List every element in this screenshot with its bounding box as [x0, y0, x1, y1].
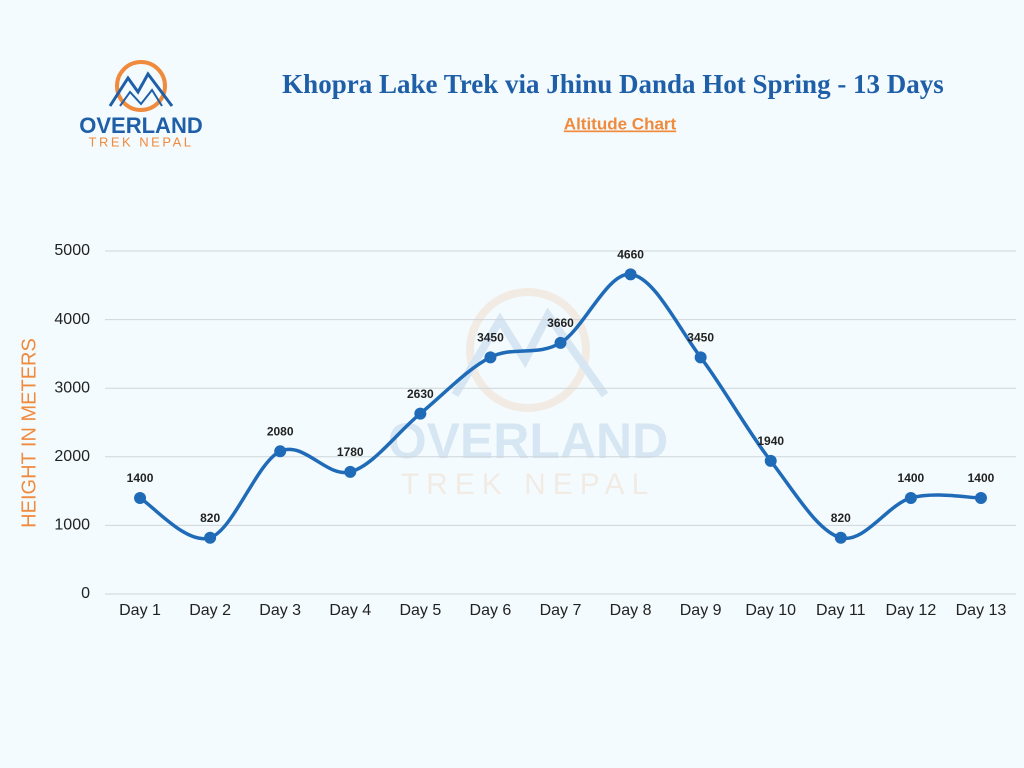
watermark-ring	[466, 288, 590, 412]
point	[204, 531, 217, 544]
y-tick-label: 5000	[54, 242, 90, 259]
watermark-mountain	[451, 307, 609, 398]
y-tick-label: 3000	[54, 379, 90, 396]
y-tick-label: 2000	[54, 448, 90, 465]
data-label: 1400	[898, 471, 925, 485]
x-tick-label: Day 8	[610, 602, 652, 619]
x-tick-label: Day 4	[329, 602, 371, 619]
point	[274, 445, 287, 458]
point	[694, 351, 707, 364]
point	[554, 336, 567, 349]
x-tick-label: Day 2	[189, 602, 231, 619]
chart-subtitle: Altitude Chart	[564, 114, 677, 133]
x-tick-label: Day 3	[259, 602, 301, 619]
data-label: 820	[200, 511, 220, 525]
data-label: 3660	[547, 316, 574, 330]
logo-ring	[115, 60, 167, 112]
point	[414, 407, 427, 420]
point	[834, 531, 847, 544]
x-tick-label: Day 13	[956, 602, 1007, 619]
logo-mountain	[119, 88, 163, 107]
x-tick-label: Day 6	[470, 602, 512, 619]
data-label: 4660	[617, 247, 644, 261]
point	[134, 491, 147, 504]
y-tick-label: 1000	[54, 517, 90, 534]
y-tick-label: 0	[81, 585, 90, 602]
data-label: 1400	[968, 471, 995, 485]
data-label: 1940	[757, 434, 784, 448]
watermark-tagline: TREK NEPAL	[401, 468, 656, 501]
x-tick-label: Day 11	[816, 602, 866, 619]
x-tick-label: Day 7	[540, 602, 582, 619]
data-label: 3450	[477, 331, 504, 345]
y-tick-label: 4000	[54, 311, 90, 328]
point	[974, 491, 987, 504]
point	[764, 454, 777, 467]
x-tick-label: Day 10	[745, 602, 796, 619]
point	[624, 268, 637, 281]
watermark: OVERLAND TREK NEPAL	[388, 288, 669, 501]
data-label: 820	[831, 511, 851, 525]
y-axis-label: HEIGHT IN METERS	[18, 338, 40, 528]
point	[904, 491, 917, 504]
x-tick-label: Day 12	[886, 602, 937, 619]
point	[344, 465, 357, 478]
logo: OVERLAND TREK NEPAL	[79, 60, 203, 149]
data-label: 3450	[687, 331, 714, 345]
x-tick-label: Day 5	[399, 602, 441, 619]
logo-mountain	[108, 71, 174, 107]
data-label: 1400	[127, 471, 154, 485]
x-tick-label: Day 9	[680, 602, 722, 619]
chart-title: Khopra Lake Trek via Jhinu Danda Hot Spr…	[282, 69, 944, 99]
data-label: 2080	[267, 424, 294, 438]
point	[484, 351, 497, 364]
watermark-name: OVERLAND	[388, 413, 669, 469]
logo-name: OVERLAND	[79, 113, 202, 138]
data-label: 2630	[407, 387, 434, 401]
x-tick-label: Day 1	[119, 602, 161, 619]
logo-tagline: TREK NEPAL	[89, 134, 194, 149]
data-label: 1780	[337, 445, 364, 459]
